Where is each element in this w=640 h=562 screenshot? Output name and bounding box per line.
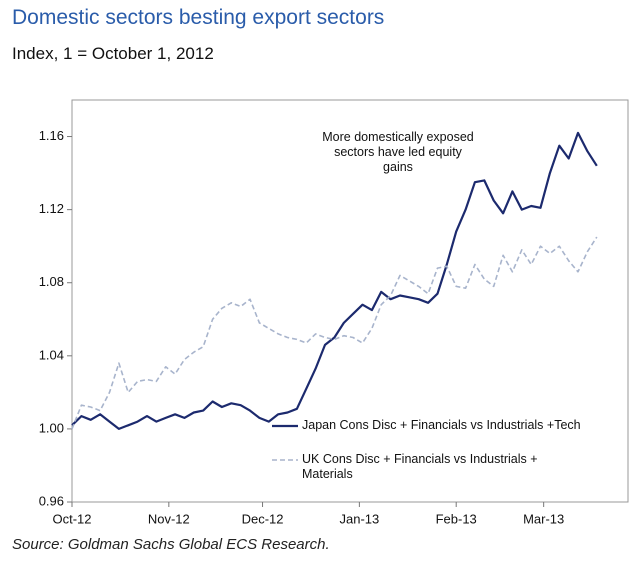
x-tick-label: Oct-12: [52, 511, 91, 526]
legend-item: UK Cons Disc + Financials vs Industrials…: [272, 452, 582, 482]
x-tick-label: Jan-13: [339, 511, 379, 526]
y-tick-label: 1.16: [39, 128, 64, 143]
legend-swatch: [272, 459, 298, 461]
chart: 0.96 1.00 1.04 1.08 1.12 1.16 Oct-12 Nov-12 Dec-…: [39, 99, 629, 526]
y-tick-label: 1.12: [39, 201, 64, 216]
legend-label: UK Cons Disc + Financials vs Industrials…: [302, 452, 538, 481]
legend-item: Japan Cons Disc + Financials vs Industri…: [272, 418, 622, 433]
x-tick-label: Dec-12: [242, 511, 284, 526]
annotation: More domestically exposed sectors have l…: [322, 130, 474, 174]
legend-swatch: [272, 424, 298, 428]
chart-title: Domestic sectors besting export sectors: [12, 6, 385, 29]
x-tick-label: Feb-13: [436, 511, 477, 526]
plot-frame: [71, 99, 629, 503]
chart-subtitle: Index, 1 = October 1, 2012: [12, 44, 214, 63]
x-tick-label: Mar-13: [523, 511, 564, 526]
y-tick-label: 1.00: [39, 420, 64, 435]
series-line: [71, 236, 598, 430]
series-line: [71, 131, 598, 430]
y-tick-label: 0.96: [39, 493, 64, 508]
y-tick-label: 1.08: [39, 274, 64, 289]
y-tick-label: 1.04: [39, 347, 64, 362]
legend-label: Japan Cons Disc + Financials vs Industri…: [302, 418, 581, 432]
x-tick-label: Nov-12: [148, 511, 190, 526]
source-note: Source: Goldman Sachs Global ECS Researc…: [12, 536, 330, 553]
